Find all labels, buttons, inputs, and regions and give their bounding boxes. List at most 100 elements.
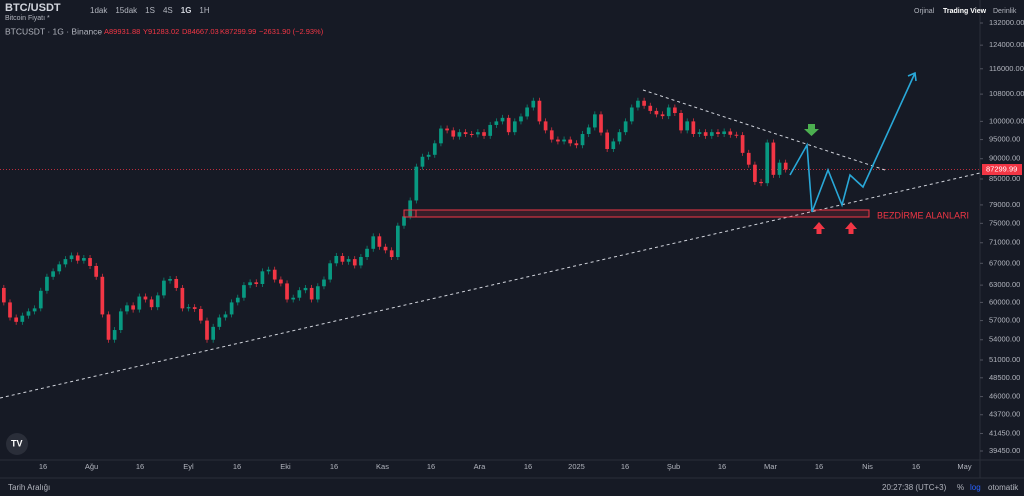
candle <box>38 290 43 309</box>
candle <box>254 282 259 284</box>
candle <box>328 263 332 280</box>
candle <box>463 132 468 135</box>
logo <box>6 433 28 455</box>
candle <box>125 305 129 312</box>
interval[interactable]: 1G <box>181 6 192 15</box>
candle <box>82 258 86 261</box>
candle <box>272 269 277 280</box>
candle <box>703 132 708 136</box>
subtitle: Bitcoin Fiyatı * <box>5 15 50 22</box>
price-tick-label: 46000.00 <box>989 392 1020 401</box>
candle <box>648 105 653 111</box>
candle <box>223 314 228 318</box>
candle <box>451 130 456 137</box>
price-tick-label: 67000.00 <box>989 258 1020 267</box>
candle <box>315 286 320 300</box>
price-tick-label: 75000.00 <box>989 218 1020 227</box>
time-tick-label: Nis <box>862 462 873 471</box>
interval[interactable]: 15dak <box>115 6 138 15</box>
candle <box>168 278 172 281</box>
candle <box>377 236 382 247</box>
legend-open: A89931.88 <box>104 27 140 36</box>
candle <box>494 121 499 125</box>
projection <box>789 72 916 213</box>
candle <box>482 132 486 136</box>
candle <box>26 311 31 316</box>
price-tick-label: 43700.00 <box>989 410 1020 419</box>
candle <box>266 269 271 272</box>
candle <box>777 162 782 175</box>
candle <box>217 317 222 327</box>
time-tick-label: 16 <box>718 462 726 471</box>
view-tab[interactable]: Trading View <box>943 8 987 15</box>
candle <box>396 225 400 258</box>
time-tick-label: Eyl <box>183 462 194 471</box>
interval[interactable]: 1dak <box>90 6 108 15</box>
candle <box>291 297 296 300</box>
clock: 20:27:38 (UTC+3) <box>882 483 947 492</box>
interval[interactable]: 4S <box>163 6 173 15</box>
candle <box>149 299 154 308</box>
candle <box>753 164 757 182</box>
candle <box>322 279 326 287</box>
candle <box>352 259 357 266</box>
candle <box>531 100 536 108</box>
view-tab[interactable]: Derinlik <box>993 8 1017 15</box>
resistance-line <box>642 89 886 171</box>
candle <box>716 132 720 135</box>
date-range[interactable]: Tarih Aralığı <box>8 483 50 492</box>
candle <box>562 139 566 142</box>
time-tick-label: 16 <box>815 462 823 471</box>
time-tick-label: Ara <box>474 462 487 471</box>
candle <box>334 255 339 264</box>
price-tick-label: 57000.00 <box>989 316 1020 325</box>
time-tick-label: Ağu <box>85 462 98 471</box>
candle <box>537 100 542 122</box>
candle <box>432 143 437 155</box>
candle <box>722 131 726 135</box>
candle <box>623 121 628 133</box>
candle <box>580 134 585 146</box>
candle <box>593 114 597 128</box>
candle <box>617 132 622 142</box>
candle <box>556 139 560 142</box>
arrow-down <box>804 124 819 136</box>
candle <box>14 317 19 322</box>
time-tick-label: 16 <box>912 462 920 471</box>
candle <box>112 330 117 340</box>
candle <box>642 100 646 106</box>
candle <box>414 166 419 201</box>
percent-toggle[interactable]: % <box>957 483 964 492</box>
candle <box>248 282 252 286</box>
view-tab[interactable]: Orjinal <box>914 8 935 15</box>
candle <box>303 287 308 291</box>
candle <box>611 141 616 150</box>
candle <box>131 305 135 310</box>
toolbar: 1dak 15dak 1S 4S 1G 1H Orjinal Trading View Deri… <box>90 6 1017 15</box>
arrow-up <box>845 222 857 234</box>
time-tick-label: Şub <box>667 462 680 471</box>
time-tick-label: May <box>957 462 971 471</box>
price-tick-label: 51000.00 <box>989 355 1020 364</box>
candle <box>740 135 745 153</box>
candle <box>734 134 739 136</box>
legend-low: D84667.03 <box>182 27 219 36</box>
auto-toggle[interactable]: otomatik <box>988 483 1019 492</box>
interval[interactable]: 1H <box>199 6 209 15</box>
candle <box>420 156 425 167</box>
time-tick-label: 16 <box>621 462 629 471</box>
candle <box>568 139 573 144</box>
symbol[interactable]: BTC/USDT <box>5 2 61 14</box>
time-tick-label: 16 <box>524 462 532 471</box>
candle <box>691 121 696 135</box>
log-toggle[interactable]: log <box>970 483 981 492</box>
price-tick-label: 63000.00 <box>989 280 1020 289</box>
candle <box>309 287 314 300</box>
time-tick-label: Kas <box>376 462 389 471</box>
candle <box>488 124 493 136</box>
candle <box>137 296 142 310</box>
candle <box>155 295 160 308</box>
interval[interactable]: 1S <box>145 6 155 15</box>
